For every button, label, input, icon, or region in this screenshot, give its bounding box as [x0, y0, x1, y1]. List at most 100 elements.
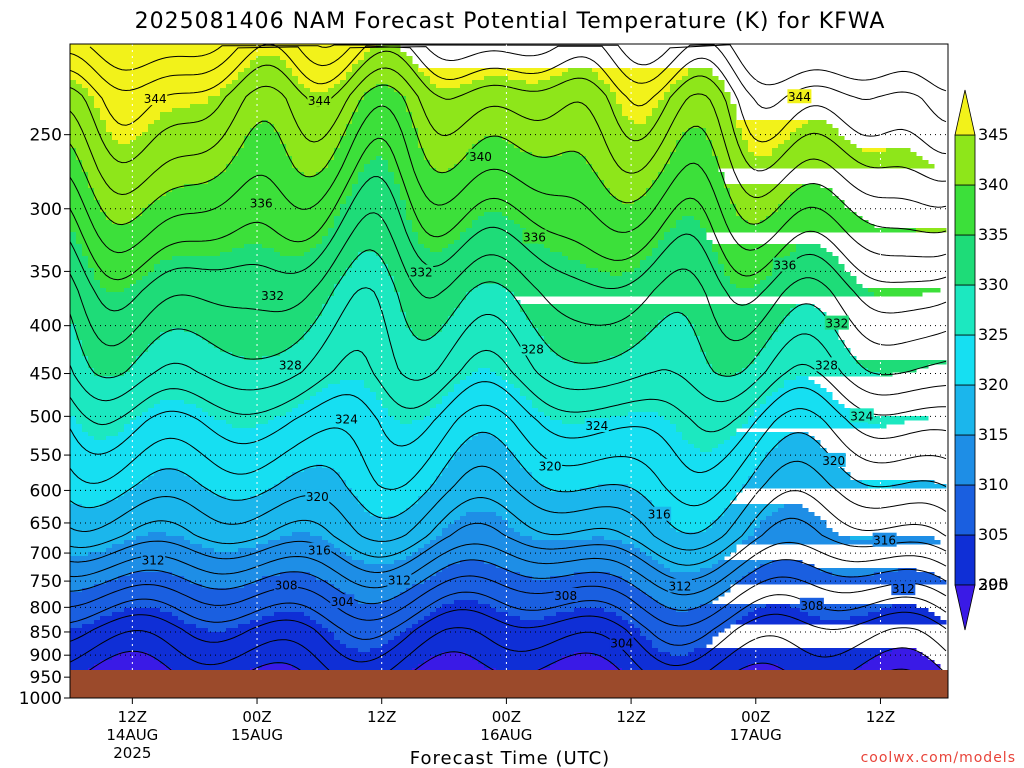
fill-cell [208, 340, 299, 345]
fill-cell [106, 120, 155, 125]
fill-cell [652, 108, 737, 113]
fill-cell [634, 200, 731, 205]
fill-cell [400, 196, 617, 201]
fill-cell [82, 248, 233, 253]
fill-cell [184, 328, 311, 333]
contour-label: 344 [787, 89, 812, 104]
fill-cell [286, 148, 335, 153]
contour-label-bg [305, 489, 330, 504]
fill-cell [274, 484, 347, 489]
fill-cell [664, 236, 707, 241]
fill-cell [340, 588, 407, 593]
fill-cell [70, 236, 77, 241]
fill-cell [358, 496, 419, 501]
contour-label-text: 304 [331, 595, 354, 609]
fill-cell [520, 304, 797, 309]
fill-cell [76, 236, 323, 241]
y-tick-label: 950 [30, 668, 62, 688]
contour-label-bg [849, 408, 874, 423]
fill-cell [454, 388, 521, 393]
fill-cell [526, 316, 665, 321]
contour-label-bg [553, 587, 578, 602]
fill-cell [124, 540, 191, 545]
fill-cell [424, 616, 521, 621]
fill-cell [430, 540, 623, 545]
fill-cell [802, 184, 821, 189]
fill-cell [70, 532, 149, 537]
fill-cell [706, 352, 761, 357]
fill-cell [370, 88, 395, 93]
fill-cell [130, 488, 209, 493]
fill-cell [142, 352, 233, 357]
colorbar-swatch [954, 334, 976, 386]
fill-cell [880, 608, 929, 613]
contour-label-text: 308 [275, 578, 298, 592]
fill-cell [652, 328, 695, 333]
fill-cell [676, 144, 713, 149]
fill-cell [532, 324, 659, 329]
fill-cell [796, 376, 809, 381]
fill-cell [724, 272, 773, 277]
fill-cell [772, 336, 839, 341]
fill-cell [148, 348, 221, 353]
fill-cell [70, 204, 101, 209]
fill-cell [94, 664, 167, 669]
fill-cell [478, 660, 557, 665]
fill-cell [742, 424, 881, 429]
contour-label-text: 324 [335, 413, 358, 427]
fill-cell [334, 584, 413, 589]
fill-cell [454, 164, 593, 169]
fill-cell [532, 476, 749, 481]
y-tick-label: 900 [30, 646, 62, 666]
fill-cell [436, 476, 533, 481]
fill-cell [754, 356, 857, 361]
fill-cell [568, 68, 593, 73]
fill-cell [670, 160, 719, 165]
fill-cell [556, 352, 623, 357]
fill-cell [622, 540, 743, 545]
fill-cell [610, 192, 647, 197]
contour-label-bg [330, 594, 355, 609]
fill-cell [292, 472, 341, 477]
isentrope-line-330 [70, 249, 947, 379]
contour-label-bg [609, 635, 634, 650]
fill-cell [760, 564, 815, 569]
fill-cell [364, 52, 407, 57]
fill-cell [496, 564, 665, 569]
fill-cell [700, 344, 767, 349]
fill-cell [112, 544, 203, 549]
fill-cell [646, 256, 719, 261]
fill-cell [70, 288, 107, 293]
isentrope-line-320 [70, 431, 947, 535]
fill-cell [82, 160, 233, 165]
fill-cell [136, 484, 203, 489]
fill-cell [100, 108, 173, 113]
fill-cell [100, 204, 149, 209]
fill-cell [688, 440, 725, 445]
fill-cell [712, 244, 797, 249]
fill-cell [70, 360, 89, 365]
fill-cell [70, 436, 95, 441]
fill-cell [718, 256, 785, 261]
fill-cell [748, 420, 869, 425]
fill-cell [478, 284, 503, 289]
fill-cell [520, 616, 545, 621]
fill-cell [286, 144, 341, 149]
fill-cell [592, 68, 689, 73]
y-tick-label: 300 [30, 200, 62, 220]
fill-cell [172, 256, 359, 261]
fill-cell [514, 452, 767, 457]
fill-cell [70, 72, 239, 77]
fill-cell [202, 408, 293, 413]
fill-cell [226, 496, 251, 501]
fill-cell [538, 332, 647, 337]
fill-cell [358, 600, 383, 605]
fill-cell [412, 420, 563, 425]
fill-cell [94, 272, 149, 277]
fill-cell [502, 136, 683, 141]
fill-cell [118, 140, 131, 145]
fill-cell [292, 664, 419, 669]
fill-cell [286, 476, 341, 481]
fill-cell [352, 556, 407, 561]
fill-cell [280, 352, 557, 357]
